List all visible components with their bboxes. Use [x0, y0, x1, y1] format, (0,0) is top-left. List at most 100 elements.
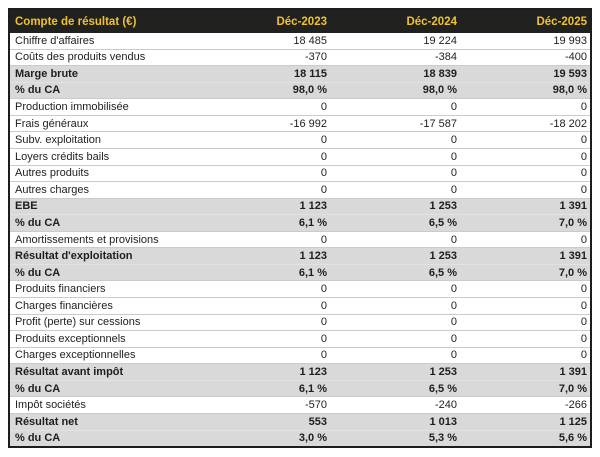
cell-value: -384	[434, 51, 457, 64]
cell-value: 98,0 %	[292, 84, 327, 97]
cell-value: -16 992	[289, 117, 327, 130]
table-row: Coûts des produits vendus -370 -384 -400	[10, 48, 590, 66]
cell-value: 18 485	[293, 34, 327, 47]
cell-value: 0	[580, 299, 587, 312]
row-label: % du CA	[15, 266, 61, 279]
cell-value: 0	[320, 101, 327, 114]
cell-value: 1 123	[299, 366, 327, 379]
row-label: % du CA	[15, 216, 61, 229]
table-row: Chiffre d'affaires 18 485 19 224 19 993	[10, 33, 590, 49]
cell-value: 0	[320, 233, 327, 246]
row-label: Résultat avant impôt	[15, 366, 124, 379]
cell-value: 6,1 %	[298, 382, 327, 395]
table-row: Autres charges 0 0 0	[10, 181, 590, 198]
cell-value: 0	[580, 183, 587, 196]
cell-value: 3,0 %	[298, 432, 327, 445]
cell-value: 0	[320, 349, 327, 362]
row-label: % du CA	[15, 432, 61, 445]
cell-value: 1 253	[429, 366, 457, 379]
cell-value: 1 253	[429, 200, 457, 213]
row-label: Résultat net	[15, 415, 78, 428]
cell-value: -370	[304, 51, 327, 64]
table-row: Charges exceptionnelles 0 0 0	[10, 346, 590, 364]
cell-value: 6,5 %	[428, 266, 457, 279]
cell-value: -18 202	[549, 117, 587, 130]
cell-value: 7,0 %	[558, 382, 587, 395]
cell-value: 98,0 %	[422, 84, 457, 97]
cell-value: 1 123	[299, 250, 327, 263]
cell-value: 1 391	[559, 250, 587, 263]
table-row: Amortissements et provisions 0 0 0	[10, 230, 590, 248]
cell-value: 0	[320, 283, 327, 296]
cell-value: 0	[450, 233, 457, 246]
table-row: Subv. exploitation 0 0 0	[10, 131, 590, 148]
row-label: Loyers crédits bails	[15, 150, 110, 163]
cell-value: -400	[564, 51, 587, 64]
cell-value: 0	[450, 183, 457, 196]
cell-value: 0	[580, 332, 587, 345]
row-label: Autres charges	[15, 183, 89, 196]
cell-value: 0	[320, 150, 327, 163]
cell-value: 0	[450, 316, 457, 329]
table-row: Résultat avant impôt 1 123 1 253 1 391	[10, 363, 590, 380]
cell-value: 1 125	[559, 415, 587, 428]
table-row: % du CA 3,0 % 5,3 % 5,6 %	[10, 429, 590, 447]
row-label: Frais généraux	[15, 117, 89, 130]
column-header-dec-2025: Déc-2025	[536, 15, 587, 28]
table-row: Résultat net 553 1 013 1 125	[10, 412, 590, 430]
row-label: % du CA	[15, 382, 61, 395]
row-label: Chiffre d'affaires	[15, 34, 95, 47]
cell-value: 7,0 %	[558, 216, 587, 229]
table-row: % du CA 6,1 % 6,5 % 7,0 %	[10, 379, 590, 397]
cell-value: 18 115	[293, 67, 327, 80]
cell-value: 0	[580, 134, 587, 147]
cell-value: 0	[320, 183, 327, 196]
income-statement-table: Compte de résultat (€) Déc-2023 Déc-2024…	[8, 8, 592, 448]
cell-value: 6,1 %	[298, 266, 327, 279]
cell-value: 19 993	[553, 34, 587, 47]
cell-value: -266	[564, 399, 587, 412]
table-row: Résultat d'exploitation 1 123 1 253 1 391	[10, 247, 590, 264]
row-label: Charges exceptionnelles	[15, 349, 136, 362]
cell-value: -240	[434, 399, 457, 412]
cell-value: 5,6 %	[558, 432, 587, 445]
cell-value: 0	[580, 150, 587, 163]
table-row: Marge brute 18 115 18 839 19 593	[10, 65, 590, 82]
cell-value: 1 391	[559, 200, 587, 213]
cell-value: 0	[450, 349, 457, 362]
cell-value: 19 593	[553, 67, 587, 80]
table-title: Compte de résultat (€)	[15, 15, 137, 28]
column-header-dec-2024: Déc-2024	[406, 15, 457, 28]
table-row: Produits exceptionnels 0 0 0	[10, 330, 590, 347]
row-label: Impôt sociétés	[15, 399, 86, 412]
cell-value: 7,0 %	[558, 266, 587, 279]
cell-value: 0	[450, 332, 457, 345]
cell-value: 0	[580, 101, 587, 114]
row-label: Charges financières	[15, 299, 113, 312]
cell-value: 0	[320, 167, 327, 180]
table-row: EBE 1 123 1 253 1 391	[10, 197, 590, 215]
cell-value: 1 391	[559, 366, 587, 379]
table-header-row: Compte de résultat (€) Déc-2023 Déc-2024…	[10, 10, 590, 33]
table-row: % du CA 6,1 % 6,5 % 7,0 %	[10, 263, 590, 281]
cell-value: 1 013	[429, 415, 457, 428]
table-row: % du CA 6,1 % 6,5 % 7,0 %	[10, 214, 590, 231]
cell-value: 0	[580, 316, 587, 329]
table-body: Chiffre d'affaires 18 485 19 224 19 993 Coût…	[10, 33, 590, 447]
cell-value: 0	[320, 134, 327, 147]
row-label: Coûts des produits vendus	[15, 51, 146, 64]
row-label: EBE	[15, 200, 38, 213]
cell-value: 0	[450, 299, 457, 312]
table-row: % du CA 98,0 % 98,0 % 98,0 %	[10, 81, 590, 99]
row-label: Marge brute	[15, 67, 78, 80]
table-row: Production immobilisée 0 0 0	[10, 98, 590, 115]
table-row: Loyers crédits bails 0 0 0	[10, 147, 590, 165]
row-label: % du CA	[15, 84, 61, 97]
cell-value: -570	[304, 399, 327, 412]
cell-value: 0	[450, 101, 457, 114]
cell-value: 5,3 %	[428, 432, 457, 445]
cell-value: 6,1 %	[298, 216, 327, 229]
table-row: Charges financières 0 0 0	[10, 297, 590, 314]
cell-value: 0	[580, 283, 587, 296]
cell-value: 98,0 %	[552, 84, 587, 97]
